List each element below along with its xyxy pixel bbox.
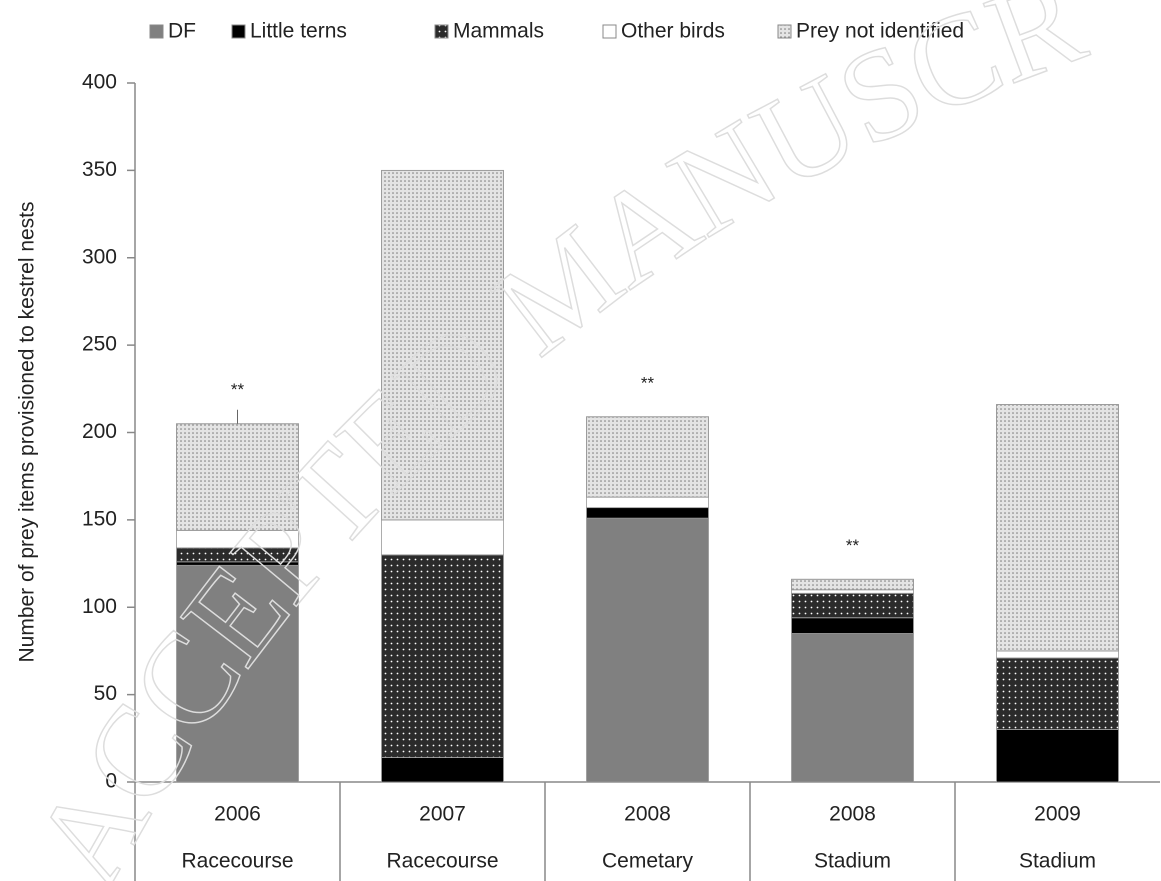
y-axis-label: Number of prey items provisioned to kest… <box>16 201 39 662</box>
annotation: ** <box>846 536 860 555</box>
bar-segment <box>791 589 914 594</box>
bar-segment <box>791 633 914 783</box>
watermark-text: ACCEPTED MANUSCRIPT <box>0 0 1102 881</box>
x-tick-label: 2006 <box>214 803 261 826</box>
bar-segment <box>381 554 504 758</box>
bar-pattern <box>996 404 1119 652</box>
bar-segment <box>586 517 709 783</box>
legend-label: Mammals <box>453 20 544 43</box>
bar-segment <box>791 617 914 634</box>
y-tick-label: 50 <box>94 682 117 705</box>
x-tick-label: 2008 <box>624 803 671 826</box>
y-tick-label: 100 <box>82 595 117 618</box>
bar-fill <box>586 496 709 509</box>
bar-pattern <box>791 578 914 591</box>
bar-segment <box>176 423 299 531</box>
annotation: ** <box>231 380 245 399</box>
x-tick-label: 2008 <box>829 803 876 826</box>
bar-segment <box>791 578 914 591</box>
x-group-label: Stadium <box>814 850 891 873</box>
bar-pattern <box>381 554 504 758</box>
bar-segment <box>996 650 1119 659</box>
y-tick-label: 350 <box>82 158 117 181</box>
legend-swatch <box>149 24 164 39</box>
bar-fill <box>996 650 1119 659</box>
watermark: ACCEPTED MANUSCRIPT <box>0 0 1102 881</box>
x-group-label: Stadium <box>1019 850 1096 873</box>
bar-fill <box>586 517 709 783</box>
legend-label: Prey not identified <box>796 20 964 43</box>
x-group-label: Racecourse <box>181 850 293 873</box>
bar-fill <box>176 564 299 783</box>
bar-pattern <box>996 657 1119 730</box>
y-tick-label: 300 <box>82 245 117 268</box>
y-tick-label: 200 <box>82 420 117 443</box>
y-tick-label: 400 <box>82 71 117 94</box>
bar-segment <box>996 404 1119 652</box>
bar-fill <box>996 729 1119 783</box>
y-tick-label: 250 <box>82 333 117 356</box>
bar-pattern <box>381 169 504 521</box>
bar-segment <box>586 507 709 519</box>
legend-swatch-pattern <box>777 24 792 39</box>
bar-segment <box>996 657 1119 730</box>
legend-swatch <box>231 24 246 39</box>
legend-swatch <box>602 24 617 39</box>
annotation: ** <box>641 373 655 392</box>
x-tick-label: 2009 <box>1034 803 1081 826</box>
legend-label: Little terns <box>250 20 347 43</box>
bar-segment <box>996 729 1119 783</box>
x-group-label: Racecourse <box>386 850 498 873</box>
x-group-label: Cemetary <box>602 850 694 873</box>
bar-segment <box>176 564 299 783</box>
bar-segment <box>586 496 709 509</box>
bar-fill <box>791 617 914 634</box>
legend-label: DF <box>168 20 196 43</box>
legend-swatch-pattern <box>434 24 449 39</box>
bar-segment <box>791 592 914 619</box>
bar-fill <box>791 633 914 783</box>
bar-fill <box>791 589 914 594</box>
bar-pattern <box>176 423 299 531</box>
bar-pattern <box>586 416 709 498</box>
y-tick-label: 0 <box>105 770 117 793</box>
bar-fill <box>381 757 504 783</box>
bar-segment <box>586 416 709 498</box>
y-tick-label: 150 <box>82 507 117 530</box>
bar-pattern <box>791 592 914 619</box>
x-tick-label: 2007 <box>419 803 466 826</box>
bar-segment <box>381 757 504 783</box>
legend-label: Other birds <box>621 20 725 43</box>
bar-segment <box>381 169 504 521</box>
bar-fill <box>586 507 709 519</box>
